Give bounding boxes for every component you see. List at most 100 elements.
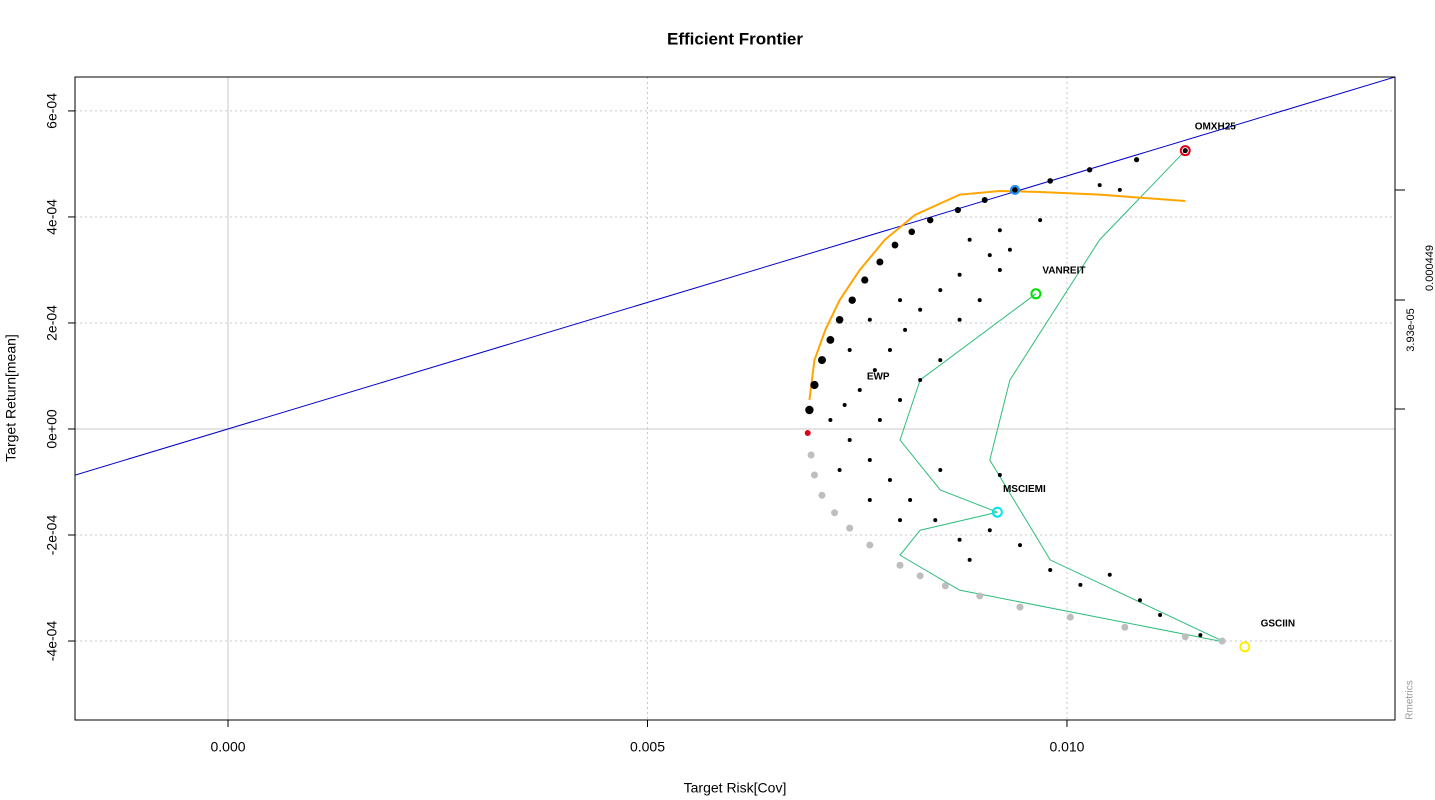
pair-curve <box>899 293 1037 513</box>
inefficient-point <box>1218 637 1226 645</box>
random-portfolio <box>967 557 972 562</box>
y-tick-label: 6e-04 <box>44 93 60 129</box>
inefficient-point <box>818 491 826 499</box>
asset-label: GSCIIN <box>1261 618 1295 629</box>
random-portfolio <box>1078 582 1083 587</box>
efficient-point <box>876 258 884 266</box>
asset-point <box>1179 145 1191 157</box>
efficient-point <box>817 356 826 365</box>
random-portfolio <box>977 298 982 303</box>
random-portfolio <box>898 397 903 402</box>
efficient-point <box>810 380 819 390</box>
random-portfolio <box>1038 218 1043 223</box>
random-portfolio <box>987 528 992 533</box>
asset-label: VANREIT <box>1042 265 1085 276</box>
inefficient-point <box>1181 633 1189 641</box>
tangent-line <box>75 77 1395 476</box>
x-axis-label: Target Risk[Cov] <box>684 780 787 796</box>
efficient-point <box>927 216 934 224</box>
inefficient-point <box>1121 623 1129 631</box>
random-portfolio <box>828 417 833 422</box>
random-portfolio <box>867 498 872 503</box>
pair-curve <box>899 511 1225 643</box>
asset-label: MSCIEMI <box>1003 484 1046 495</box>
random-portfolio <box>933 518 938 523</box>
random-portfolio <box>842 402 847 407</box>
random-portfolio <box>867 457 872 462</box>
efficient-point <box>826 336 835 344</box>
y-tick-label: 4e-04 <box>44 199 60 235</box>
min-variance <box>804 429 811 436</box>
y-tick-label: 2e-04 <box>44 305 60 341</box>
random-portfolio <box>872 368 877 373</box>
random-portfolio <box>997 228 1002 233</box>
asset-point <box>1030 288 1042 300</box>
random-portfolio <box>997 267 1002 272</box>
random-portfolio <box>1137 598 1142 603</box>
random-portfolio <box>877 417 882 422</box>
random-portfolio <box>938 358 943 363</box>
annotation: EWP <box>867 372 890 383</box>
random-portfolio <box>938 288 943 293</box>
efficient-point <box>1134 157 1140 163</box>
random-portfolio <box>918 307 923 312</box>
random-portfolio <box>997 472 1002 477</box>
sharpe-curve <box>808 189 1186 401</box>
random-portfolio <box>867 317 872 322</box>
x-tick-label: 0.010 <box>1049 739 1084 755</box>
random-portfolio <box>887 347 892 352</box>
pair-curve <box>989 150 1225 643</box>
random-portfolio <box>1158 613 1163 618</box>
y-tick-label: -4e-04 <box>44 621 60 662</box>
random-portfolio <box>1107 572 1112 577</box>
random-portfolio <box>987 253 992 258</box>
efficient-point <box>1086 167 1093 173</box>
random-portfolio <box>837 468 842 473</box>
x-tick-label: 0.000 <box>211 739 246 755</box>
random-portfolio <box>898 518 903 523</box>
random-portfolio <box>967 237 972 242</box>
efficient-point <box>981 196 988 203</box>
efficient-point <box>954 206 962 214</box>
inefficient-point <box>941 582 949 590</box>
random-portfolio <box>957 537 962 542</box>
inefficient-point <box>896 561 904 569</box>
efficient-point <box>1182 148 1188 154</box>
watermark: Rmetrics <box>1405 680 1416 719</box>
asset-point <box>991 506 1003 518</box>
y-tick-label: -2e-04 <box>44 515 60 556</box>
right-axis-label: 0.000449 <box>1424 245 1435 291</box>
random-portfolio <box>1017 543 1022 548</box>
inefficient-point <box>831 509 839 517</box>
efficient-point <box>891 241 899 249</box>
inefficient-point <box>866 541 874 549</box>
right-axis-label: 3.93e-05 <box>1405 308 1417 351</box>
efficient-point <box>908 228 916 236</box>
random-portfolio <box>903 327 908 332</box>
random-portfolio <box>957 317 962 322</box>
asset-label: OMXH25 <box>1195 121 1237 132</box>
inefficient-point <box>807 451 815 459</box>
inefficient-point <box>976 592 984 600</box>
y-tick-label: 0e+00 <box>44 409 60 449</box>
efficient-point <box>835 315 844 324</box>
efficient-point <box>848 296 856 304</box>
random-portfolio <box>1048 567 1053 572</box>
random-portfolio <box>898 298 903 303</box>
random-portfolio <box>1117 187 1122 192</box>
random-portfolio <box>847 438 852 443</box>
chart-title: Efficient Frontier <box>667 29 803 48</box>
plot-frame <box>74 76 1396 721</box>
asset-point <box>1239 641 1251 653</box>
random-portfolio <box>957 272 962 277</box>
x-tick-label: 0.005 <box>630 739 665 755</box>
inefficient-point <box>846 524 854 532</box>
random-portfolio <box>918 377 923 382</box>
random-portfolio <box>908 498 913 503</box>
random-portfolio <box>847 347 852 352</box>
efficient-point <box>861 276 869 284</box>
random-portfolio <box>887 477 892 482</box>
inefficient-point <box>916 572 924 580</box>
inefficient-point <box>810 471 818 479</box>
